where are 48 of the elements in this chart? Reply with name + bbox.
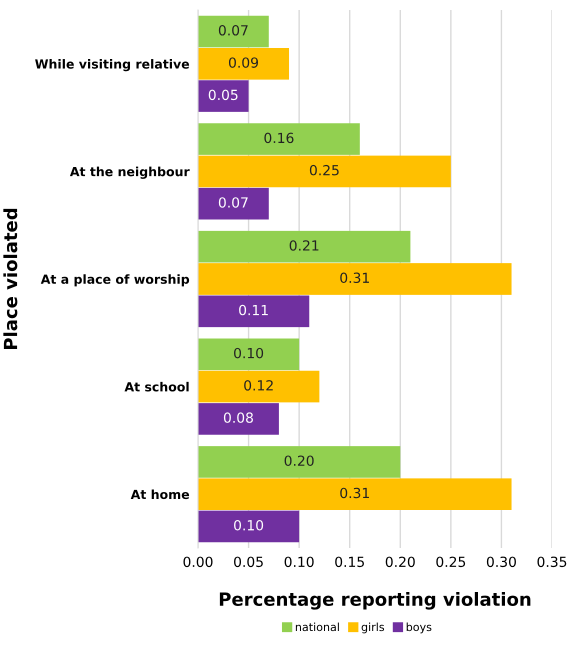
data-label: 0.10: [234, 348, 264, 358]
data-label: 0.05: [208, 90, 238, 100]
bar: [198, 446, 400, 478]
bar: [198, 510, 300, 542]
x-tick-label: 0.20: [386, 556, 415, 568]
bar: [198, 230, 410, 263]
data-label: 0.11: [239, 304, 268, 316]
y-axis-title: Place violated: [3, 208, 18, 350]
y-tick-label: At the neighbour: [70, 166, 190, 179]
y-tick-label: At home: [130, 489, 190, 500]
bar: [198, 403, 279, 435]
bar: [198, 188, 269, 220]
legend-label: girls: [362, 622, 384, 634]
y-tick-label: At a place of worship: [40, 274, 190, 286]
data-label: 0.21: [290, 240, 318, 251]
x-tick-label: 0.05: [234, 556, 263, 568]
x-tick-label: 0.35: [537, 556, 566, 568]
x-tick-label: 0.10: [284, 556, 314, 568]
bar: [198, 370, 320, 402]
bar: [198, 338, 300, 370]
data-label: 0.16: [264, 132, 294, 144]
data-label: 0.12: [244, 380, 273, 391]
bar: [198, 263, 512, 295]
x-tick-label: 0.15: [335, 556, 364, 568]
data-label: 0.31: [340, 272, 369, 284]
y-tick-label: While visiting relative: [35, 59, 190, 72]
bar: [198, 123, 360, 155]
legend-label: national: [296, 622, 339, 632]
legend-label: boys: [406, 622, 432, 634]
x-tick-label: 0.25: [436, 556, 466, 568]
bar: [198, 80, 249, 112]
data-label: 0.10: [234, 520, 264, 531]
bar: [198, 478, 512, 510]
data-label: 0.07: [218, 25, 248, 36]
bar: [198, 295, 310, 328]
data-label: 0.09: [228, 57, 258, 68]
bar: [198, 156, 451, 188]
x-tick-label: 0.00: [183, 556, 213, 568]
y-tick-label: At school: [124, 382, 189, 392]
data-label: 0.08: [224, 412, 253, 423]
data-label: 0.25: [310, 164, 339, 176]
data-label: 0.31: [340, 488, 369, 498]
bar: [198, 48, 290, 80]
bar: [198, 16, 269, 48]
x-tick-label: 0.30: [486, 556, 516, 568]
data-label: 0.20: [284, 455, 314, 466]
x-axis-title: Percentage reporting violation: [220, 592, 530, 610]
data-label: 0.07: [218, 197, 248, 208]
